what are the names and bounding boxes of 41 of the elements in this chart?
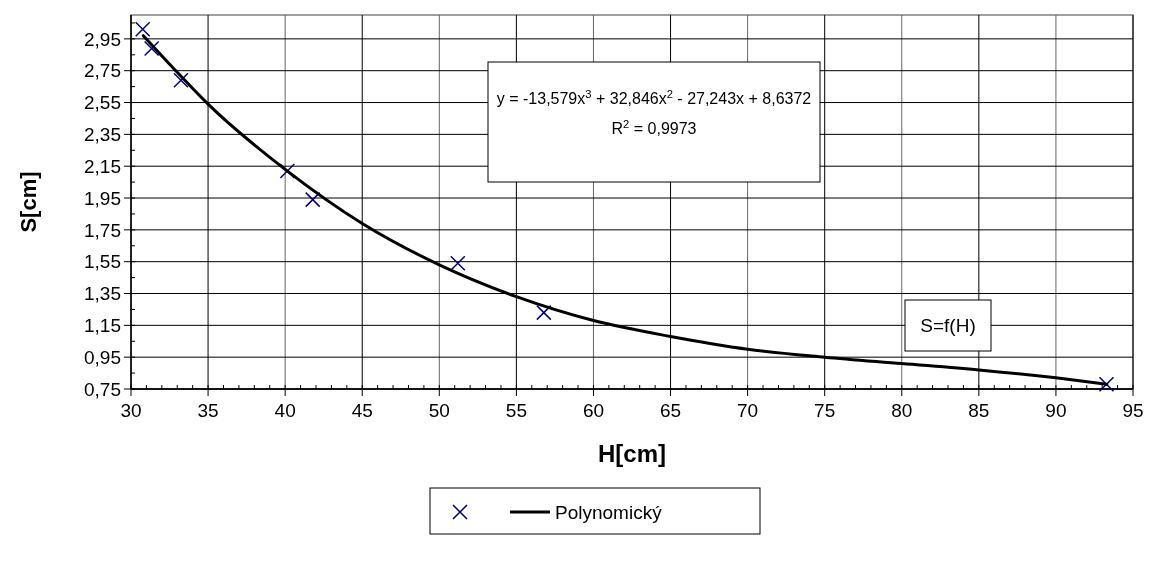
y-tick-label: 1,55 <box>84 251 121 273</box>
point <box>536 304 552 321</box>
y-axis-title: S[cm] <box>16 171 41 233</box>
x-tick-label: 60 <box>582 400 605 421</box>
x-tick-label: 75 <box>814 400 836 421</box>
x-tick-label: 55 <box>505 400 527 421</box>
equation-box: y = -13,579x$^{3}$ + 32,846x$^{2}$ - 27,243x + 8,6372 R$^{2}$ = 0,9973 <box>487 61 821 183</box>
y-tick-label: 0,75 <box>84 378 121 400</box>
x-tick-label: 70 <box>737 400 759 421</box>
annotation: y = -13,579x$^{3}$ + 32,846x$^{2}$ - 27,243x + 8,6372 <box>496 88 812 107</box>
x-tick-label: 80 <box>891 400 913 421</box>
y-tick-label: 1,35 <box>84 283 121 305</box>
x-tick-label: 30 <box>120 400 142 421</box>
x-tick-label: 45 <box>351 400 373 421</box>
x-tick-label: 35 <box>197 400 219 421</box>
label-box: S=f(H) <box>904 299 992 352</box>
x-tick-label: 85 <box>968 400 990 421</box>
x-tick-label: 40 <box>274 400 296 421</box>
x-tick-label: 65 <box>659 400 682 421</box>
point <box>1098 376 1115 392</box>
x-tick-label: 95 <box>1122 400 1144 421</box>
point <box>134 21 151 38</box>
y-tick-label: 2,35 <box>84 124 121 146</box>
x-tick-label: 90 <box>1045 400 1067 421</box>
point <box>305 191 321 208</box>
y-tick-label: 2,95 <box>84 28 121 50</box>
y-tick-label: 2,15 <box>84 155 121 177</box>
y-tick-label: 1,95 <box>84 187 121 209</box>
annotation: R$^{2}$ = 0,9973 <box>611 118 697 137</box>
x-tick-label: 50 <box>428 400 450 421</box>
x-axis-title: H[cm] <box>597 440 667 467</box>
legend-label: Polynomický <box>555 501 663 523</box>
point <box>173 72 189 88</box>
point <box>143 40 160 57</box>
annotation: S=f(H) <box>920 315 976 336</box>
y-tick-label: 2,55 <box>84 92 121 114</box>
y-tick-label: 1,75 <box>84 219 121 241</box>
y-tick-label: 1,15 <box>84 314 121 336</box>
y-tick-label: 0,95 <box>84 346 121 368</box>
y-tick-label: 2,75 <box>84 60 121 82</box>
point <box>450 255 466 272</box>
